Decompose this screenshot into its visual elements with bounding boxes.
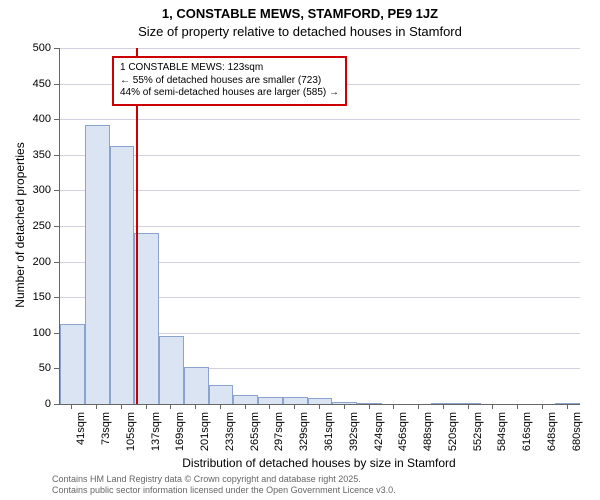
ytick-mark [54,48,59,49]
xtick-mark [269,404,270,409]
histogram-bar [283,397,308,404]
xtick-label: 456sqm [397,412,409,462]
xtick-label: 488sqm [422,412,434,462]
xtick-mark [319,404,320,409]
ytick-label: 200 [21,256,51,268]
histogram-bar [60,324,85,404]
ytick-label: 400 [21,113,51,125]
xtick-label: 265sqm [249,412,261,462]
footer-line1: Contains HM Land Registry data © Crown c… [52,474,396,485]
xtick-label: 73sqm [100,412,112,462]
plot-area: 1 CONSTABLE MEWS: 123sqm ← 55% of detach… [59,48,580,405]
ytick-mark [54,84,59,85]
ytick-label: 0 [21,398,51,410]
xtick-label: 616sqm [521,412,533,462]
histogram-bar [431,403,456,404]
xtick-label: 648sqm [546,412,558,462]
xtick-mark [443,404,444,409]
chart-subtitle: Size of property relative to detached ho… [0,24,600,39]
xtick-label: 201sqm [199,412,211,462]
xtick-mark [71,404,72,409]
xtick-label: 552sqm [472,412,484,462]
chart-title-address: 1, CONSTABLE MEWS, STAMFORD, PE9 1JZ [0,6,600,21]
ytick-label: 50 [21,362,51,374]
ytick-label: 500 [21,42,51,54]
xtick-mark [542,404,543,409]
xtick-mark [220,404,221,409]
gridline [60,226,580,227]
histogram-bar [184,367,209,404]
histogram-bar [555,403,580,404]
xtick-mark [195,404,196,409]
gridline [60,48,580,49]
xtick-mark [344,404,345,409]
xtick-mark [245,404,246,409]
footer-attribution: Contains HM Land Registry data © Crown c… [52,474,396,496]
histogram-bar [332,402,357,404]
xtick-mark [369,404,370,409]
xtick-label: 680sqm [571,412,583,462]
xtick-mark [146,404,147,409]
annotation-line1: 1 CONSTABLE MEWS: 123sqm [120,62,339,75]
gridline [60,190,580,191]
ytick-label: 150 [21,291,51,303]
ytick-mark [54,226,59,227]
xtick-mark [492,404,493,409]
ytick-mark [54,155,59,156]
histogram-bar [258,397,283,404]
ytick-mark [54,404,59,405]
ytick-mark [54,119,59,120]
xtick-label: 584sqm [496,412,508,462]
histogram-bar [110,146,135,404]
xtick-label: 137sqm [150,412,162,462]
ytick-label: 250 [21,220,51,232]
xtick-label: 169sqm [174,412,186,462]
ytick-mark [54,297,59,298]
xtick-mark [468,404,469,409]
xtick-mark [567,404,568,409]
gridline [60,155,580,156]
xtick-mark [96,404,97,409]
annotation-line3: 44% of semi-detached houses are larger (… [120,87,339,100]
xtick-label: 297sqm [273,412,285,462]
histogram-bar [159,336,184,404]
xtick-label: 329sqm [298,412,310,462]
histogram-bar [233,395,258,404]
histogram-bar [134,233,159,404]
xtick-mark [294,404,295,409]
xtick-label: 361sqm [323,412,335,462]
footer-line2: Contains public sector information licen… [52,485,396,496]
xtick-mark [121,404,122,409]
xtick-label: 233sqm [224,412,236,462]
ytick-label: 300 [21,184,51,196]
xtick-label: 105sqm [125,412,137,462]
annotation-line2: ← 55% of detached houses are smaller (72… [120,75,339,88]
ytick-mark [54,262,59,263]
property-size-histogram: 1, CONSTABLE MEWS, STAMFORD, PE9 1JZ Siz… [0,0,600,500]
xtick-label: 520sqm [447,412,459,462]
ytick-mark [54,333,59,334]
xtick-label: 392sqm [348,412,360,462]
histogram-bar [85,125,110,404]
histogram-bar [357,403,382,404]
ytick-label: 100 [21,327,51,339]
ytick-mark [54,190,59,191]
histogram-bar [209,385,234,404]
annotation-box: 1 CONSTABLE MEWS: 123sqm ← 55% of detach… [112,56,347,106]
histogram-bar [456,403,481,404]
ytick-label: 350 [21,149,51,161]
xtick-mark [517,404,518,409]
ytick-mark [54,368,59,369]
xtick-label: 424sqm [373,412,385,462]
xtick-label: 41sqm [75,412,87,462]
xtick-mark [418,404,419,409]
xtick-mark [393,404,394,409]
gridline [60,119,580,120]
xtick-mark [170,404,171,409]
ytick-label: 450 [21,78,51,90]
